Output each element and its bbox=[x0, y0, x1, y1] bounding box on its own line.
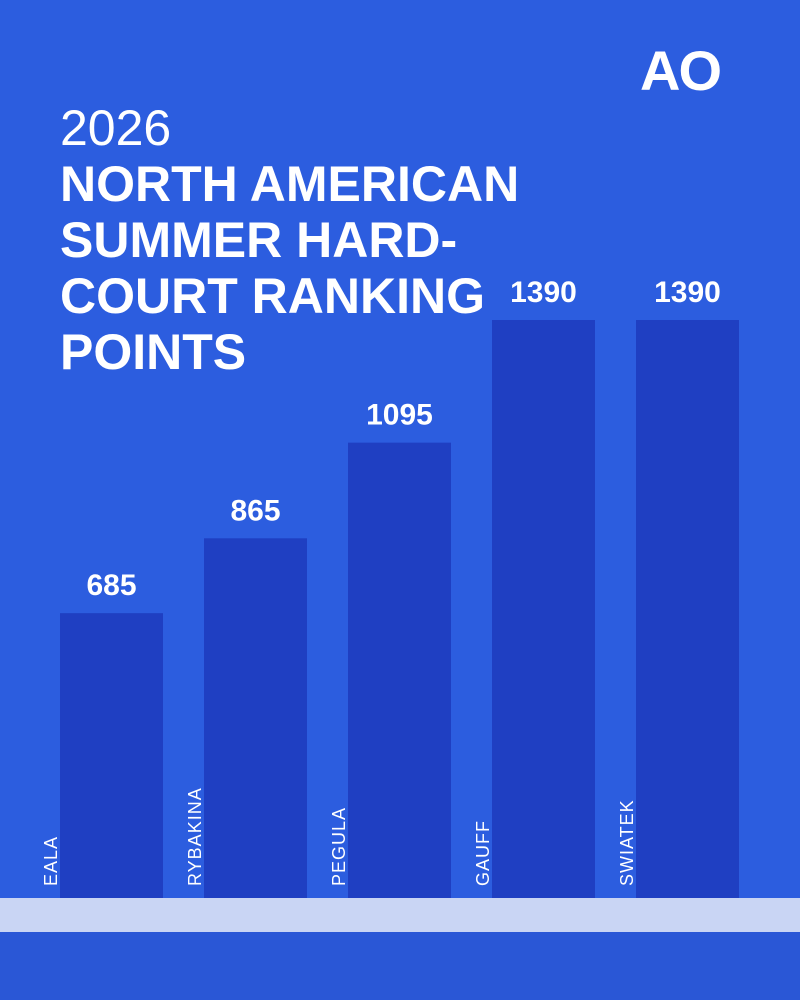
category-label: RYBAKINA bbox=[185, 787, 205, 886]
bar bbox=[60, 613, 163, 898]
value-label: 865 bbox=[230, 494, 280, 527]
logo: AO bbox=[640, 39, 722, 102]
bar bbox=[492, 320, 595, 898]
bar bbox=[348, 442, 451, 898]
category-label: EALA bbox=[41, 836, 61, 886]
court bbox=[0, 932, 800, 1000]
category-label: SWIATEK bbox=[617, 799, 637, 886]
bar bbox=[204, 538, 307, 898]
court-line bbox=[0, 898, 800, 932]
value-label: 1390 bbox=[654, 276, 721, 309]
category-label: GAUFF bbox=[473, 820, 493, 886]
chart-title: 2026 bbox=[60, 100, 172, 156]
value-label: 685 bbox=[86, 569, 136, 602]
category-label: PEGULA bbox=[329, 807, 349, 886]
value-label: 1390 bbox=[510, 276, 577, 309]
bar bbox=[636, 320, 739, 898]
value-label: 1095 bbox=[366, 399, 433, 432]
chart-subtitle: NORTH AMERICAN SUMMER HARD-COURT RANKING… bbox=[60, 156, 520, 380]
